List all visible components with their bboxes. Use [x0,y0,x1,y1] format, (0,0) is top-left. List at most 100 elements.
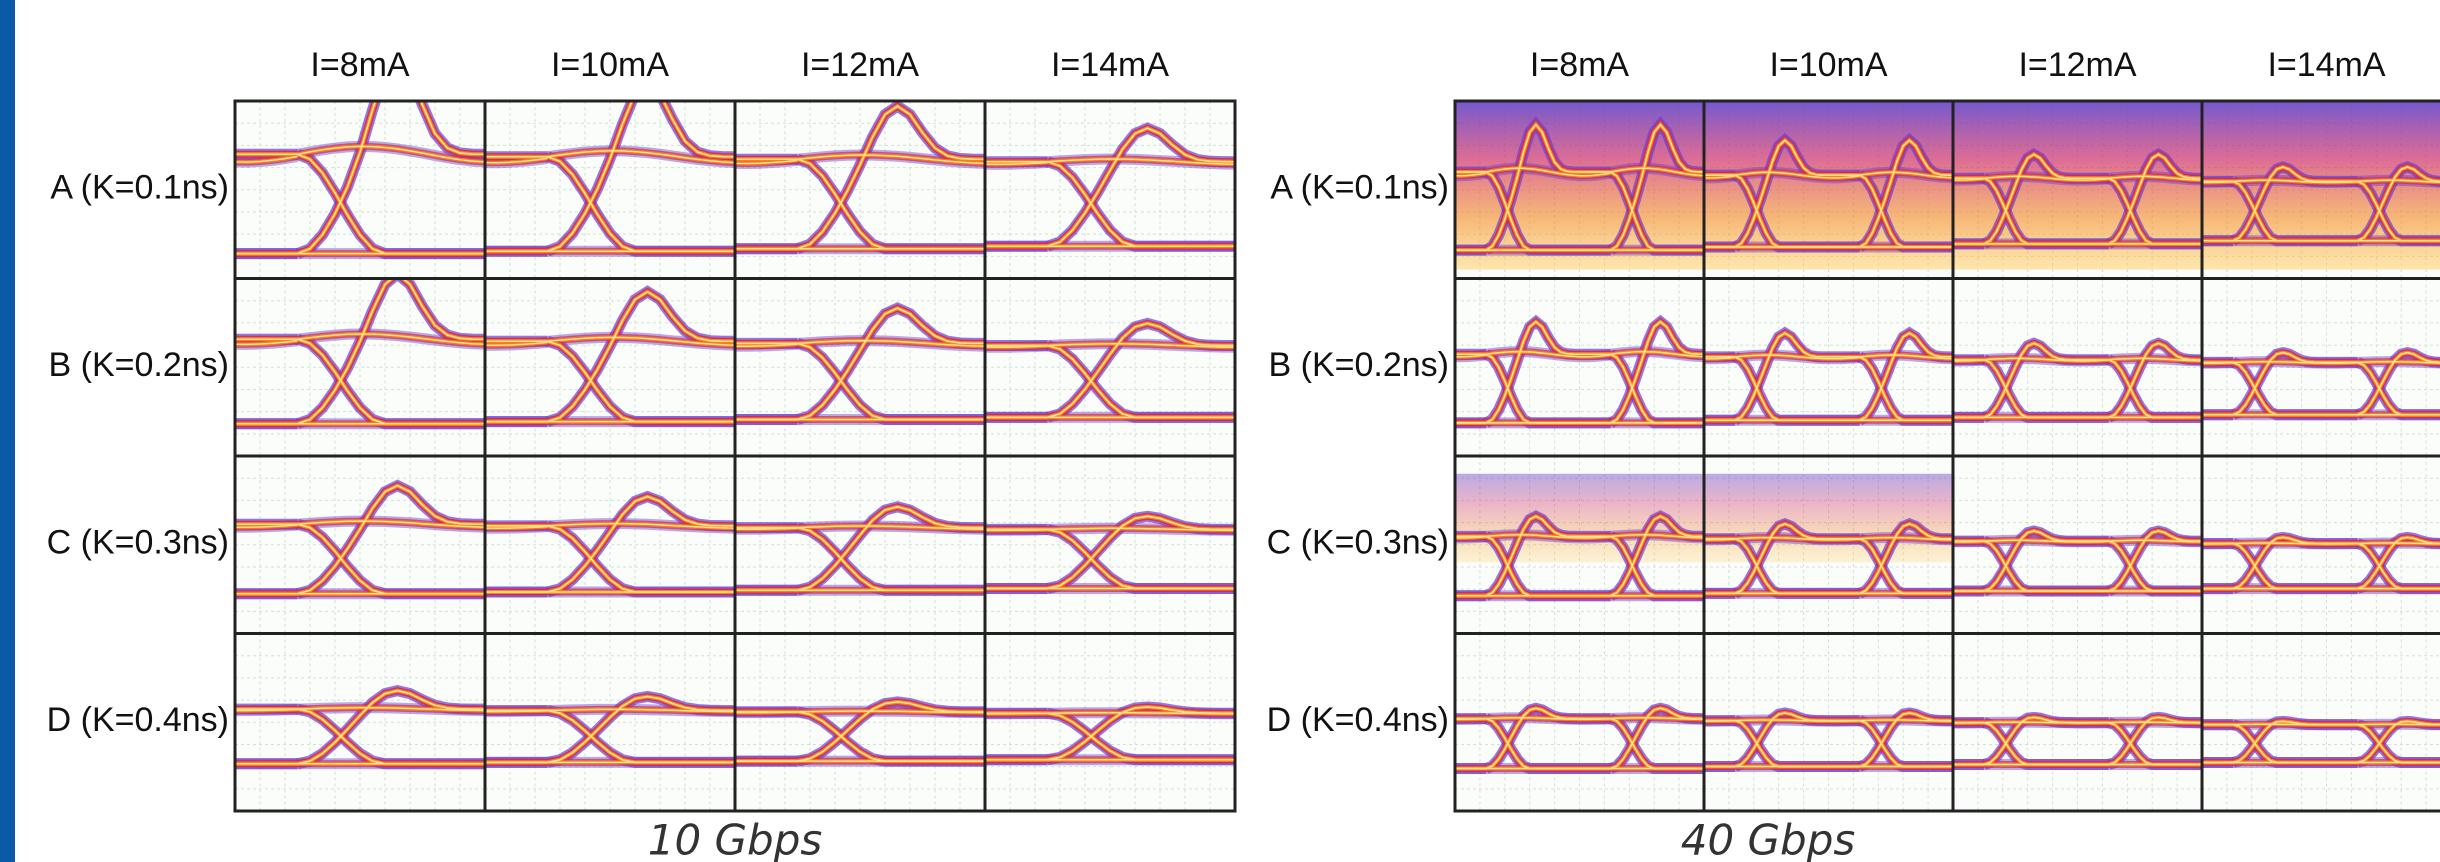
eye-diagram [1455,278,1704,456]
eye-trace [985,344,1235,419]
row-label: B (K=0.2ns) [49,346,229,384]
eye-trace [485,525,735,593]
eye-diagram [235,101,485,279]
cell-bg [735,456,985,634]
eye-trace [2202,360,2440,364]
cell-bg [985,456,1235,634]
eye-diagram [735,101,985,279]
eye-trace [1704,139,1953,248]
eye-trace [1953,177,2202,245]
eye-trace [1704,354,1953,360]
eye-diagram [1455,101,1704,279]
cell-bg [485,456,735,634]
eye-diagram [485,101,735,279]
eye-trace [485,709,735,764]
eye-trace [2202,536,2440,590]
eye-trace [485,290,735,423]
eye-trace [1704,536,1953,541]
cell-border [983,632,1237,813]
eye-diagram [235,633,485,811]
column-label: I=14mA [1051,46,1169,84]
eye-trace [1455,350,1704,358]
eye-trace [1455,717,1704,770]
eye-trace [1704,332,1953,421]
eye-trace [985,706,1235,761]
eye-trace [235,706,485,712]
eye-trace [1704,538,1953,595]
eye-trace [735,701,985,762]
eye-trace [1455,534,1704,539]
eye-trace [1953,357,2202,362]
eye-diagram [985,633,1235,811]
eye-trace [2202,720,2440,764]
eye-trace [1704,719,1953,722]
eye-diagram [2202,456,2440,634]
eye-diagram [1704,456,1953,634]
eye-trace [235,338,485,425]
eye-diagram [735,456,985,634]
eye-diagram [1953,633,2202,811]
eye-diagram [1704,101,1953,279]
eye-trace [1953,359,2202,419]
eye-trace [735,506,985,592]
eye-trace [735,154,985,165]
row-label: C (K=0.3ns) [1267,524,1449,562]
eye-trace [985,343,1235,349]
cell-bg [485,633,735,811]
eye-trace [1953,721,2202,724]
eye-trace [985,515,1235,590]
eye-trace [235,484,485,595]
cell-bg [235,101,485,279]
eye-trace [1704,712,1953,768]
eye-diagram [1953,278,2202,456]
eye-trace [235,333,485,346]
eye-trace [1455,707,1704,770]
eye-trace [735,158,985,250]
eye-diagram [985,456,1235,634]
side-bar [0,0,15,862]
eye-trace [985,322,1235,419]
eye-trace [485,340,735,423]
eye-trace [1704,174,1953,248]
eye-diagram [735,278,985,456]
eye-trace [485,101,735,252]
column-label: I=12mA [801,46,919,84]
eye-trace [985,127,1235,247]
eye-trace [1953,716,2202,766]
cell-bg [735,278,985,456]
eye-trace [1953,342,2202,419]
cell-bg [985,278,1235,456]
eye-trace [735,525,985,531]
eye-trace [2202,723,2440,764]
eye-trace [1704,523,1953,595]
eye-diagram [985,278,1235,456]
eye-trace [1455,515,1704,597]
eye-trace [235,523,485,595]
eye-trace [735,342,985,421]
eye-diagram [2202,278,2440,456]
caption: 10 Gbps [648,816,823,862]
cell-bg [485,278,735,456]
eye-trace [1704,356,1953,421]
eye-diagram [985,101,1235,279]
cell-bg [235,633,485,811]
eye-trace [1455,171,1704,251]
eye-trace [1953,153,2202,245]
row-label: D (K=0.4ns) [1267,701,1449,739]
eye-trace [985,527,1235,532]
eye-trace [1455,167,1704,177]
column-label: I=8mA [1530,46,1630,84]
column-label: I=12mA [2018,46,2136,84]
column-label: I=10mA [551,46,669,84]
eye-diagram [735,633,985,811]
eye-trace [735,526,985,592]
row-label: A (K=0.1ns) [1270,169,1449,207]
eye-trace [235,101,485,255]
eye-trace [2202,361,2440,416]
eye-trace [1455,123,1704,251]
eye-trace [1455,320,1704,424]
eye-diagram [1704,278,1953,456]
eye-trace [485,522,735,529]
eye-diagram [2202,101,2440,279]
